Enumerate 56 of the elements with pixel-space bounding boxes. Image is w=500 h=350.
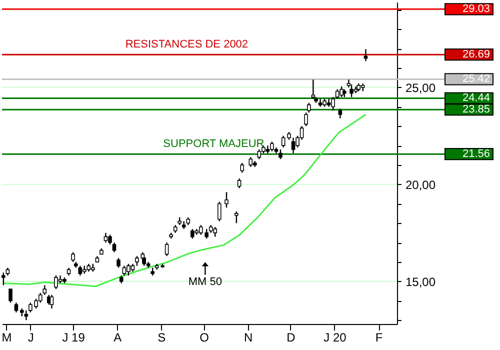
- candlestick: [122, 265, 126, 276]
- candlestick: [78, 265, 82, 276]
- candlestick: [217, 201, 222, 222]
- candlestick: [50, 294, 54, 310]
- candlestick: [126, 263, 130, 276]
- candlestick: [340, 86, 344, 98]
- ref-line-label: 26.69: [462, 48, 490, 61]
- candlestick: [164, 242, 169, 257]
- x-tick-label: M: [2, 330, 12, 344]
- candlestick: [278, 148, 282, 160]
- y-tick-label: 25,00: [406, 80, 436, 95]
- x-tick-label: J 20: [324, 330, 347, 344]
- line-series: [2, 114, 366, 288]
- annotation: MM 50: [188, 276, 222, 288]
- candlestick: [135, 256, 139, 266]
- candlestick: [104, 232, 108, 244]
- x-tick-label: F: [375, 330, 383, 344]
- candlestick: [234, 210, 238, 224]
- candlestick: [270, 141, 274, 152]
- x-tick-label: S: [158, 330, 166, 344]
- ref-line-label: 25.42: [462, 73, 490, 86]
- candlestick: [240, 162, 244, 174]
- candlestick: [8, 288, 12, 304]
- candlestick: [190, 228, 194, 240]
- x-tick-label: J: [28, 330, 34, 344]
- ref-line-label: 23.85: [462, 104, 490, 116]
- x-tick-label: J 19: [62, 330, 86, 344]
- annotation: RESISTANCES DE 2002: [125, 38, 248, 51]
- y-tick-label: 15,00: [406, 274, 436, 289]
- annotation: SUPPORT MAJEUR: [163, 138, 264, 150]
- ref-line-label: 29.03: [462, 3, 490, 16]
- candlestick: [14, 302, 18, 313]
- candlestick: [71, 252, 75, 263]
- candlestick: [281, 135, 286, 148]
- x-tick-label: D: [286, 330, 296, 344]
- candlestick: [304, 112, 308, 127]
- candlestick: [338, 108, 342, 119]
- y-tick-label: 20,00: [406, 178, 436, 192]
- candlestick: [224, 191, 228, 208]
- x-tick-label: O: [200, 330, 209, 344]
- candlestick: [311, 78, 316, 100]
- x-tick-label: A: [114, 330, 122, 344]
- candlestick: [237, 178, 242, 189]
- ref-line-label: 21.56: [462, 148, 490, 160]
- candlestick: [213, 226, 218, 238]
- candlestick: [291, 137, 296, 154]
- ref-line-label: 24.44: [462, 92, 490, 104]
- candlestick: [350, 84, 354, 98]
- candlestick: [364, 48, 368, 62]
- candlestick: [54, 274, 58, 290]
- x-tick-label: N: [244, 330, 253, 344]
- candlestick: [2, 272, 6, 286]
- candlestick: [248, 156, 253, 168]
- candlestick: [257, 148, 262, 160]
- candlestick: [307, 102, 311, 114]
- candlestick: [116, 257, 120, 268]
